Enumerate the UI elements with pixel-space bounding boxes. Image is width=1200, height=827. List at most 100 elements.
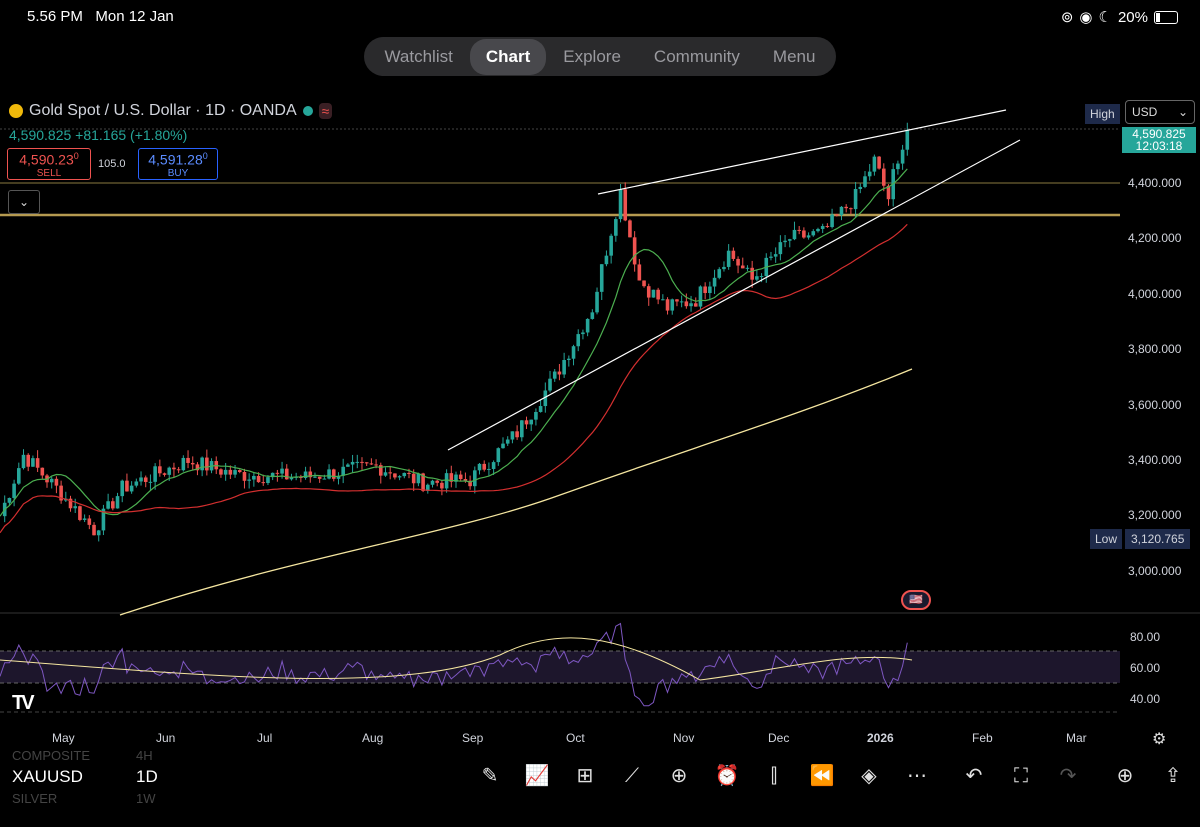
- candle-body: [811, 231, 816, 236]
- candle-body: [190, 462, 195, 465]
- sell-button[interactable]: 4,590.230 SELL: [7, 148, 91, 180]
- candle-body: [552, 371, 557, 379]
- candle-body: [900, 149, 905, 164]
- candle-body: [538, 406, 543, 412]
- replay-icon[interactable]: ⏪: [809, 765, 835, 787]
- undo-icon[interactable]: ↶: [965, 765, 983, 787]
- candle-body: [167, 467, 172, 475]
- candle-body: [849, 208, 853, 210]
- tab-chart[interactable]: Chart: [469, 38, 547, 75]
- candle-body: [867, 171, 872, 177]
- add-alert-icon[interactable]: ⊕: [1116, 765, 1134, 787]
- candle-body: [68, 498, 73, 509]
- timeframe-selector[interactable]: 1D: [136, 767, 158, 786]
- candle-body: [722, 266, 726, 270]
- low-badge: Low: [1090, 529, 1123, 549]
- redo-icon[interactable]: ↷: [1059, 765, 1077, 787]
- candle-body: [181, 457, 186, 471]
- sell-label: SELL: [36, 167, 62, 179]
- layers-icon[interactable]: ◈: [861, 765, 877, 787]
- candle-body: [693, 303, 698, 307]
- us-flag-event-icon[interactable]: 🇺🇸: [901, 590, 931, 610]
- candle-body: [172, 467, 176, 470]
- candle-body: [186, 457, 190, 463]
- price-chart[interactable]: [0, 95, 1200, 730]
- candle-body: [129, 485, 134, 492]
- candle-body: [816, 228, 820, 232]
- link-icon: ⊚: [1060, 9, 1074, 26]
- candle-body: [143, 477, 148, 482]
- buy-button[interactable]: 4,591.280 BUY: [138, 148, 218, 180]
- candle-body: [599, 264, 604, 292]
- candle-body: [609, 235, 613, 256]
- candle-body: [21, 454, 26, 469]
- candle-body: [411, 473, 416, 484]
- candle-body: [773, 254, 778, 257]
- settings-gear-icon[interactable]: ⚙: [1152, 731, 1167, 748]
- currency-select[interactable]: USD ⌄: [1125, 100, 1195, 124]
- high-badge: High: [1085, 104, 1120, 124]
- candle-type-icon[interactable]: ⫿: [770, 765, 778, 787]
- candle-body: [435, 480, 439, 483]
- share-icon[interactable]: ⇪: [1164, 765, 1182, 787]
- month-label: Jun: [156, 731, 176, 745]
- price-tick: 4,200.000: [1128, 231, 1182, 245]
- candle-body: [106, 501, 110, 509]
- candle-body: [303, 471, 308, 478]
- trend-lines-icon[interactable]: ⟋: [625, 765, 639, 787]
- candle-body: [473, 470, 477, 487]
- candle-body: [543, 390, 548, 407]
- candle-body: [585, 318, 590, 333]
- layout-grid-icon[interactable]: ⊞: [576, 765, 594, 787]
- candle-body: [628, 220, 632, 238]
- tab-community[interactable]: Community: [653, 46, 740, 66]
- candle-body: [618, 189, 623, 220]
- symbol-title[interactable]: Gold Spot / U.S. Dollar · 1D · OANDA ≈: [9, 102, 333, 120]
- candle-body: [101, 508, 106, 531]
- candle-body: [717, 269, 722, 278]
- candle-body: [31, 458, 35, 467]
- candle-body: [581, 332, 585, 335]
- candle-body: [233, 470, 237, 475]
- more-icon[interactable]: ⋯: [907, 765, 927, 787]
- candle-body: [863, 176, 867, 187]
- candle-body: [844, 206, 848, 209]
- indicators-icon[interactable]: 📈: [524, 765, 550, 787]
- month-label: Feb: [972, 731, 993, 745]
- candle-body: [806, 235, 811, 238]
- candle-body: [35, 458, 40, 468]
- moon-icon: ☾: [1098, 9, 1112, 26]
- candle-body: [571, 346, 576, 359]
- candle-body: [736, 258, 740, 266]
- candle-body: [830, 214, 834, 228]
- candle-body: [726, 250, 731, 267]
- alarm-clock-icon[interactable]: ⏰: [714, 765, 740, 787]
- candle-body: [661, 299, 665, 301]
- draw-pen-icon[interactable]: ✎: [481, 765, 499, 787]
- gold-icon: [9, 104, 23, 118]
- candle-body: [54, 478, 59, 486]
- candle-body: [449, 473, 454, 482]
- tab-watchlist[interactable]: Watchlist: [384, 46, 453, 66]
- candle-body: [350, 461, 355, 465]
- fullscreen-icon[interactable]: ⛶: [1014, 765, 1028, 787]
- candle-body: [223, 469, 228, 475]
- add-plus-icon[interactable]: ⊕: [670, 765, 688, 787]
- candle-body: [219, 469, 223, 475]
- candle-body: [355, 461, 360, 463]
- candle-body: [407, 472, 411, 474]
- candle-body: [341, 466, 345, 476]
- candle-body: [510, 431, 515, 440]
- candle-body: [331, 469, 336, 479]
- tab-explore[interactable]: Explore: [563, 46, 621, 66]
- candle-body: [87, 518, 92, 525]
- collapse-chevron-icon[interactable]: ⌄: [8, 190, 40, 214]
- wave-icon: ≈: [318, 103, 333, 119]
- symbol-selector[interactable]: XAUUSD: [12, 767, 83, 786]
- candle-body: [656, 289, 660, 300]
- price-tick: 3,400.000: [1128, 453, 1182, 467]
- candle-body: [769, 256, 773, 258]
- candle-body: [797, 229, 801, 231]
- tab-menu[interactable]: Menu: [772, 46, 816, 66]
- candle-body: [632, 237, 637, 265]
